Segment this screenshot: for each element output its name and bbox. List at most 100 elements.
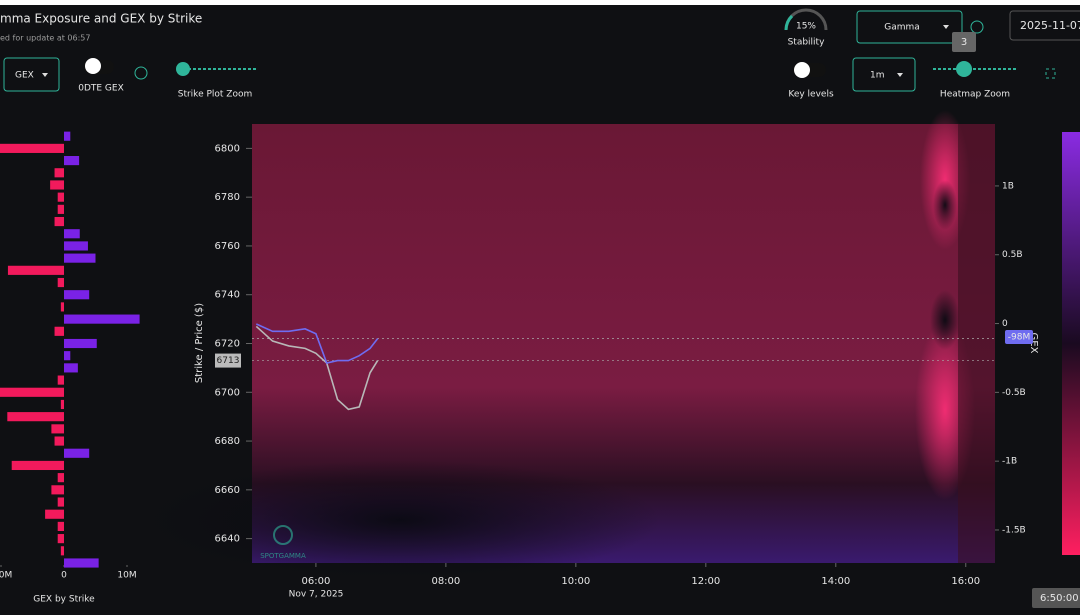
bar: [60, 399, 64, 410]
slider-knob[interactable]: [956, 61, 972, 77]
y2-tick-label: 0: [1002, 319, 1008, 329]
info-icon[interactable]: [970, 20, 984, 34]
bar: [7, 412, 65, 422]
stability-fill: [784, 14, 794, 31]
bar: [64, 338, 97, 349]
stability-value: 15%: [796, 22, 816, 32]
caret: [897, 73, 903, 77]
info-icon[interactable]: [134, 66, 148, 80]
bar: [64, 448, 90, 458]
bar: [50, 180, 64, 190]
bar: [54, 436, 64, 446]
y-tick-label: 6660: [215, 485, 240, 496]
slider-knob[interactable]: [176, 62, 190, 76]
y2-tick-label: -0.5B: [1002, 388, 1026, 398]
toggle-knob[interactable]: [794, 62, 810, 78]
bar: [57, 192, 64, 202]
interval-select[interactable]: [852, 57, 916, 92]
bar: [57, 497, 64, 507]
subtitle: ed for update at 06:57: [0, 34, 90, 43]
brand-logo: [273, 525, 293, 545]
x-tick-label: 16:00: [951, 576, 980, 587]
metric-select[interactable]: [3, 57, 60, 92]
bar: [0, 387, 65, 397]
price-line: [256, 323, 379, 364]
slider-label: Heatmap Zoom: [940, 90, 1010, 100]
price-badge: [215, 353, 241, 368]
x-tick-label: 08:00: [431, 576, 460, 587]
bar: [64, 290, 90, 300]
x-axis-date: Nov 7, 2025: [289, 590, 344, 600]
time-badge-text: 6:50:00: [1040, 593, 1079, 604]
interval-text: 1m: [870, 71, 885, 81]
y-tick-label: 6780: [215, 192, 240, 203]
x-axis-label: GEX by Strike: [33, 595, 95, 605]
bar: [60, 546, 64, 556]
bar: [64, 241, 88, 251]
toggle-knob[interactable]: [85, 58, 101, 74]
bar: [11, 460, 65, 471]
bar: [64, 253, 96, 263]
color-bar: [1062, 132, 1080, 555]
y2-tick-label: 1B: [1002, 181, 1014, 191]
x-tick-label: 06:00: [301, 576, 330, 587]
bar: [7, 265, 64, 275]
gex-marker: [1005, 330, 1033, 345]
bar: [54, 168, 64, 178]
fullscreen-icon[interactable]: [1045, 68, 1056, 79]
y-tick-label: 6720: [215, 339, 240, 350]
heatmap-edge: [958, 124, 995, 563]
date: 2025-11-07: [1020, 19, 1080, 32]
bar: [64, 229, 80, 239]
bar: [64, 363, 78, 373]
bar: [60, 302, 64, 312]
y-tick-label: 6680: [215, 436, 240, 447]
date-box[interactable]: [1009, 10, 1080, 41]
toggle-label: 0DTE GEX: [78, 84, 124, 94]
x-tick-label: 12:00: [691, 576, 720, 587]
y-tick-label: 6740: [215, 290, 240, 301]
y-tick-label: 6800: [215, 143, 240, 154]
stability-label: Stability: [788, 38, 826, 48]
time-badge: [1032, 588, 1080, 608]
caret: [943, 25, 949, 29]
y2-axis-label: GEX: [1028, 333, 1039, 354]
slider-value: 3: [961, 37, 967, 48]
y2-tick-label: -1.5B: [1002, 525, 1026, 535]
bar: [57, 521, 64, 531]
heatmap: [140, 110, 995, 580]
bar: [64, 131, 71, 141]
bar: [57, 534, 64, 544]
slider-label: Strike Plot Zoom: [178, 90, 253, 100]
gamma-select-text: Gamma: [884, 23, 920, 33]
y-axis-label: Strike / Price ($): [194, 303, 205, 383]
caret: [42, 73, 48, 77]
bar: [54, 216, 64, 227]
y-tick-label: 6700: [215, 387, 240, 398]
y-tick-label: 6640: [215, 534, 240, 545]
bar: [64, 558, 99, 568]
x-tick-label: -10M: [0, 571, 12, 581]
bar: [64, 351, 71, 361]
y-tick-label: 6760: [215, 241, 240, 252]
metric-select-text: GEX: [15, 71, 34, 81]
bar: [51, 424, 64, 434]
bar: [45, 509, 64, 519]
bar: [51, 485, 64, 495]
y2-tick-label: 0.5B: [1002, 250, 1023, 260]
bar: [57, 277, 64, 288]
bar: [54, 326, 64, 336]
bar: [64, 156, 80, 166]
bar: [64, 314, 140, 324]
bar: [57, 473, 64, 483]
heatmap-dark: [140, 460, 660, 580]
bar: [57, 375, 64, 385]
gamma-select[interactable]: [856, 10, 963, 44]
title: mma Exposure and GEX by Strike: [0, 12, 202, 26]
x-tick-label: 10:00: [561, 576, 590, 587]
toggle-label: Key levels: [788, 90, 834, 100]
bar: [0, 143, 64, 153]
price-badge-text: 6713: [217, 356, 240, 366]
x-tick-label: 14:00: [821, 576, 850, 587]
